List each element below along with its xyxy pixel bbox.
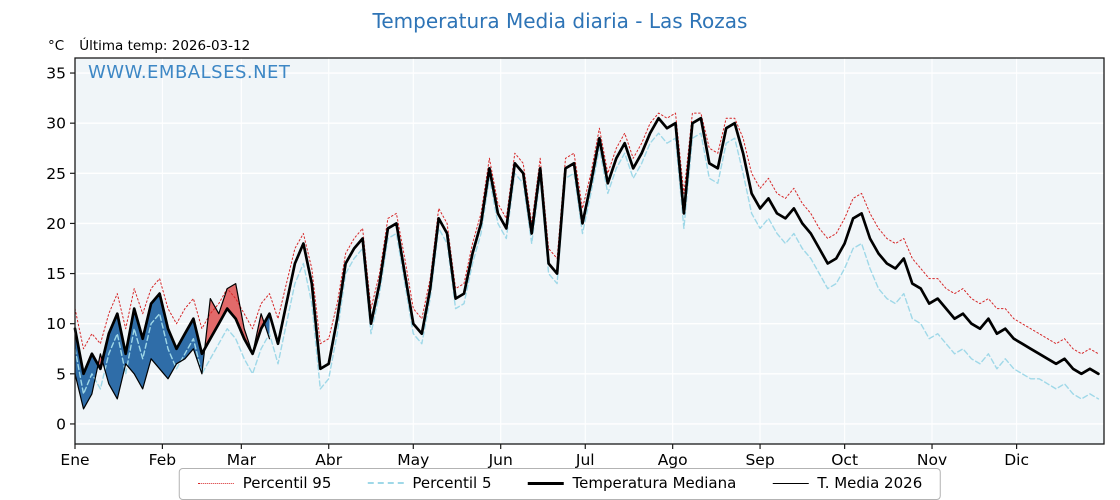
svg-text:15: 15 xyxy=(46,265,66,283)
watermark: WWW.EMBALSES.NET xyxy=(88,62,291,83)
svg-text:25: 25 xyxy=(46,165,66,183)
svg-text:Mar: Mar xyxy=(227,451,257,469)
axis-header-row: °C Última temp: 2026-03-12 xyxy=(48,38,250,54)
svg-text:Sep: Sep xyxy=(745,451,774,469)
chart-title: Temperatura Media diaria - Las Rozas xyxy=(372,9,748,33)
legend-line-sample-thin-black xyxy=(772,482,809,484)
svg-text:Ago: Ago xyxy=(658,451,688,469)
svg-text:Jun: Jun xyxy=(488,451,513,469)
legend-line-sample-dotted-red xyxy=(197,482,234,484)
svg-text:10: 10 xyxy=(46,315,66,333)
legend-label: T. Media 2026 xyxy=(817,474,923,492)
svg-text:Jul: Jul xyxy=(575,451,595,469)
legend-item: Percentil 5 xyxy=(367,474,491,492)
legend: Percentil 95 Percentil 5 Temperatura Media… xyxy=(178,468,942,500)
legend-label: Percentil 5 xyxy=(412,474,492,492)
legend-item: Temperatura Mediana xyxy=(527,474,736,492)
svg-text:Ene: Ene xyxy=(60,451,89,469)
svg-text:Abr: Abr xyxy=(315,451,342,469)
svg-text:0: 0 xyxy=(56,415,66,433)
svg-text:30: 30 xyxy=(46,115,66,133)
svg-text:Oct: Oct xyxy=(831,451,858,469)
svg-text:20: 20 xyxy=(46,215,66,233)
svg-text:Feb: Feb xyxy=(149,451,176,469)
legend-label: Percentil 95 xyxy=(242,474,332,492)
svg-text:May: May xyxy=(397,451,429,469)
svg-text:35: 35 xyxy=(46,65,66,83)
last-temp-label: Última temp: 2026-03-12 xyxy=(79,38,251,54)
svg-text:Nov: Nov xyxy=(917,451,947,469)
legend-item: Percentil 95 xyxy=(197,474,332,492)
svg-text:Dic: Dic xyxy=(1004,451,1029,469)
legend-label: Temperatura Mediana xyxy=(572,474,737,492)
y-axis-unit-label: °C xyxy=(48,38,65,54)
legend-line-sample-thick-black xyxy=(527,481,564,485)
legend-item: T. Media 2026 xyxy=(772,474,922,492)
svg-text:5: 5 xyxy=(56,365,66,383)
legend-line-sample-dashed-lightblue xyxy=(367,482,404,484)
